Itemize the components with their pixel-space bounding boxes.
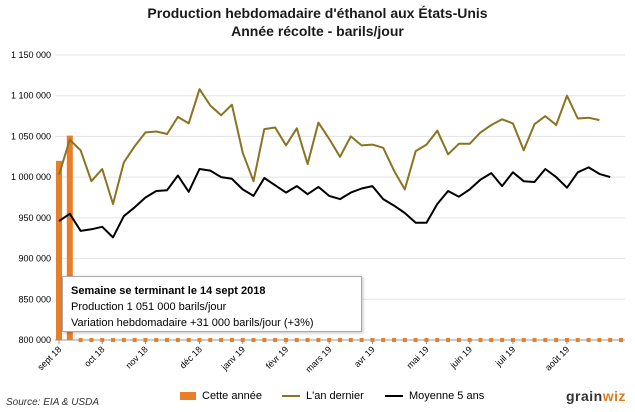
series-line-5yr-average (58, 166, 611, 239)
bar (413, 338, 418, 342)
bar (111, 338, 116, 342)
legend-item-this-year: Cette année (180, 390, 262, 402)
y-tick-label: 1 000 000 (11, 172, 51, 182)
y-tick-label: 1 150 000 (11, 50, 51, 60)
x-tick-label: juil 19 (493, 344, 517, 368)
tooltip-variation: Variation hebdomadaire +31 000 barils/jo… (71, 317, 314, 329)
y-tick-label: 800 000 (18, 335, 51, 345)
legend-item-5yr-average: Moyenne 5 ans (385, 390, 484, 402)
bar (143, 338, 148, 342)
legend-label: Cette année (202, 390, 262, 402)
x-tick-label: août 19 (543, 344, 571, 372)
bars-this-year (56, 135, 623, 342)
bar (66, 135, 73, 340)
bar (435, 338, 440, 342)
bar (197, 338, 202, 342)
bar (56, 160, 62, 340)
bar (392, 338, 397, 342)
bar (121, 338, 126, 342)
bar (240, 338, 245, 342)
bar (467, 338, 472, 342)
data-tooltip: Semaine se terminant le 14 sept 2018 Pro… (62, 276, 362, 332)
bar (208, 338, 213, 342)
bar (316, 338, 321, 342)
y-tick-label: 950 000 (18, 213, 51, 223)
series-line-last-year (58, 88, 600, 205)
x-tick-label: juin 19 (448, 344, 475, 371)
bar (381, 338, 386, 342)
source-note: Source: EIA & USDA (6, 397, 99, 408)
legend-swatch-bar (180, 392, 196, 400)
bar (348, 338, 353, 342)
bar (338, 338, 342, 342)
bar (597, 338, 602, 342)
bar (608, 338, 613, 342)
grainwiz-logo: grainwiz (566, 388, 627, 404)
x-tick-label: janv 19 (219, 344, 247, 372)
legend: Cette année L'an dernier Moyenne 5 ans (0, 388, 635, 406)
bar (521, 338, 526, 342)
x-tick-label: mars 19 (304, 344, 334, 374)
bar (165, 338, 170, 342)
bar (305, 338, 310, 342)
bar (543, 338, 548, 342)
bar (251, 338, 256, 342)
y-tick-label: 850 000 (18, 294, 51, 304)
bar (370, 338, 375, 342)
x-tick-label: avr 19 (352, 344, 377, 369)
chart-title: Production hebdomadaire d'éthanol aux Ét… (147, 5, 488, 21)
x-axis: sept 18 oct 18 nov 18 déc 18 janv 19 févr 19 m… (35, 339, 625, 374)
bar (186, 338, 191, 342)
bar (446, 338, 451, 342)
bar (273, 338, 278, 342)
x-tick-label: sept 18 (35, 344, 63, 372)
y-tick-label: 1 050 000 (11, 131, 51, 141)
bar (229, 338, 234, 342)
bar (78, 338, 83, 342)
bar (575, 338, 580, 342)
legend-swatch-line (385, 395, 403, 397)
y-tick-label: 900 000 (18, 254, 51, 264)
bar (175, 338, 180, 342)
bar (532, 338, 537, 342)
x-tick-label: oct 18 (82, 344, 106, 368)
legend-label: L'an dernier (306, 390, 364, 402)
x-tick-label: nov 18 (124, 344, 150, 370)
legend-label: Moyenne 5 ans (409, 390, 485, 402)
bar (132, 338, 137, 342)
bar (402, 338, 407, 342)
bar (327, 338, 332, 342)
legend-item-last-year: L'an dernier (282, 390, 364, 402)
bar (262, 338, 267, 342)
tooltip-production: Production 1 051 000 barils/jour (71, 301, 227, 313)
bar (100, 338, 105, 342)
x-tick-label: févr 19 (264, 344, 291, 371)
tooltip-title: Semaine se terminant le 14 sept 2018 (71, 285, 266, 297)
bar (359, 338, 364, 342)
bar (564, 338, 569, 342)
x-tick-label: déc 18 (178, 344, 204, 370)
y-tick-label: 1 100 000 (11, 91, 51, 101)
line-series (58, 88, 611, 239)
bar (554, 338, 559, 342)
bar (219, 338, 224, 342)
bar (510, 338, 515, 342)
bar (294, 338, 299, 342)
bar (424, 338, 429, 342)
bar (489, 338, 494, 342)
bar (283, 338, 288, 342)
bar (154, 338, 159, 342)
bar (89, 338, 94, 342)
bar (478, 338, 483, 342)
chart-subtitle: Année récolte - barils/jour (231, 23, 404, 39)
legend-swatch-line (282, 395, 300, 397)
chart-svg: 800 000 850 000 900 000 950 000 1 000 000 1 0… (11, 50, 625, 374)
x-tick-label: mai 19 (405, 344, 431, 370)
bar (586, 338, 591, 342)
bar (456, 338, 461, 342)
bar (500, 338, 505, 342)
y-axis: 800 000 850 000 900 000 950 000 1 000 000 1 0… (11, 50, 51, 345)
bar (619, 338, 623, 342)
